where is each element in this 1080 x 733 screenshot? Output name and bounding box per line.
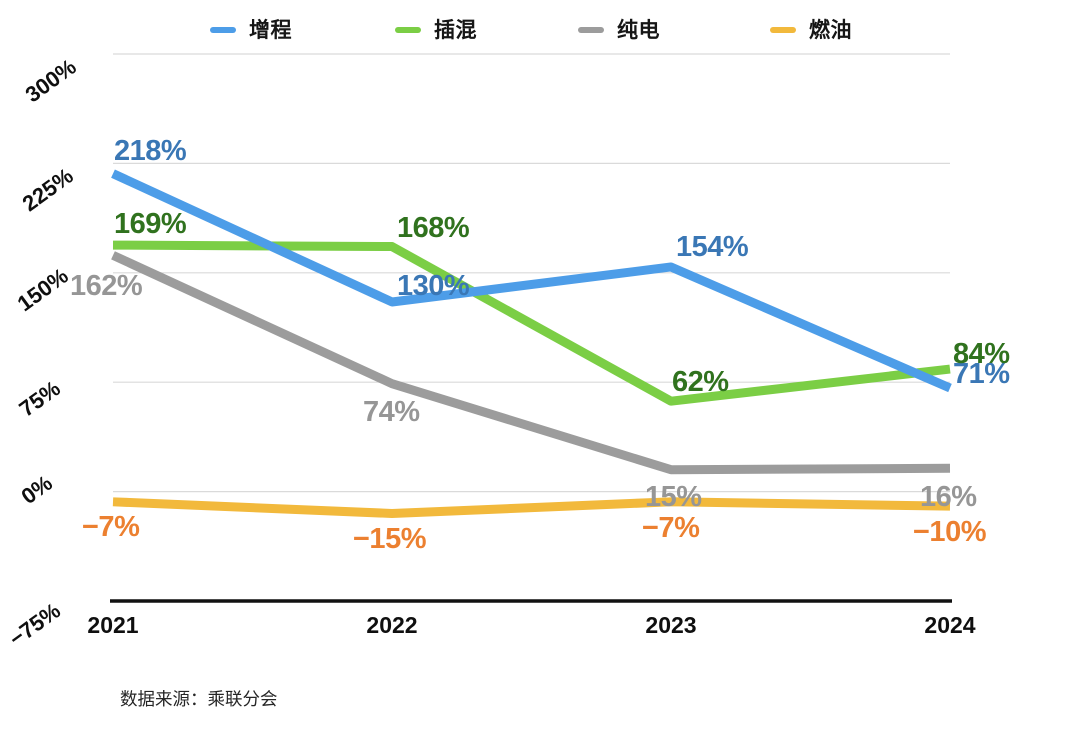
value-label-燃油-2021: −7%: [82, 510, 140, 543]
legend-swatch-icon: [395, 27, 421, 33]
legend-item-插混: 插混: [395, 19, 477, 41]
legend-label: 燃油: [809, 18, 852, 42]
legend-item-增程: 增程: [210, 19, 292, 41]
x-axis-tick: 2022: [366, 612, 418, 638]
value-label-燃油-2024: −10%: [913, 516, 986, 549]
value-label-插混-2023: 62%: [672, 366, 729, 399]
legend-item-燃油: 燃油: [770, 19, 852, 41]
series-line-增程: [111, 169, 952, 393]
legend-label: 插混: [434, 18, 477, 42]
data-source-note: 数据来源：乘联分会: [120, 689, 278, 709]
value-label-燃油-2023: −7%: [642, 511, 700, 544]
legend-label: 增程: [249, 18, 292, 42]
value-label-插混-2024: 84%: [953, 338, 1010, 371]
value-label-增程-2024: 71%: [953, 358, 1010, 391]
legend-swatch-icon: [578, 27, 604, 33]
value-label-纯电-2021: 162%: [70, 270, 143, 303]
value-label-燃油-2022: −15%: [353, 523, 426, 556]
value-label-纯电-2022: 74%: [363, 395, 420, 428]
x-axis-tick: 2021: [87, 612, 139, 638]
value-label-纯电-2024: 16%: [920, 481, 977, 514]
legend-swatch-icon: [210, 27, 236, 33]
legend-swatch-icon: [770, 27, 796, 33]
x-axis-tick: 2023: [645, 612, 697, 638]
value-label-增程-2021: 218%: [114, 134, 187, 167]
value-label-插混-2022: 168%: [397, 211, 470, 244]
series-line-插混: [112, 240, 951, 406]
value-label-纯电-2023: 15%: [645, 480, 702, 513]
legend-label: 纯电: [617, 18, 660, 42]
series-line-燃油: [112, 497, 951, 518]
legend-item-纯电: 纯电: [578, 19, 660, 41]
x-axis-tick: 2024: [924, 612, 976, 638]
series-line-纯电: [111, 251, 951, 475]
value-label-插混-2021: 169%: [114, 208, 187, 241]
value-label-增程-2023: 154%: [676, 230, 749, 263]
value-label-增程-2022: 130%: [397, 269, 470, 302]
